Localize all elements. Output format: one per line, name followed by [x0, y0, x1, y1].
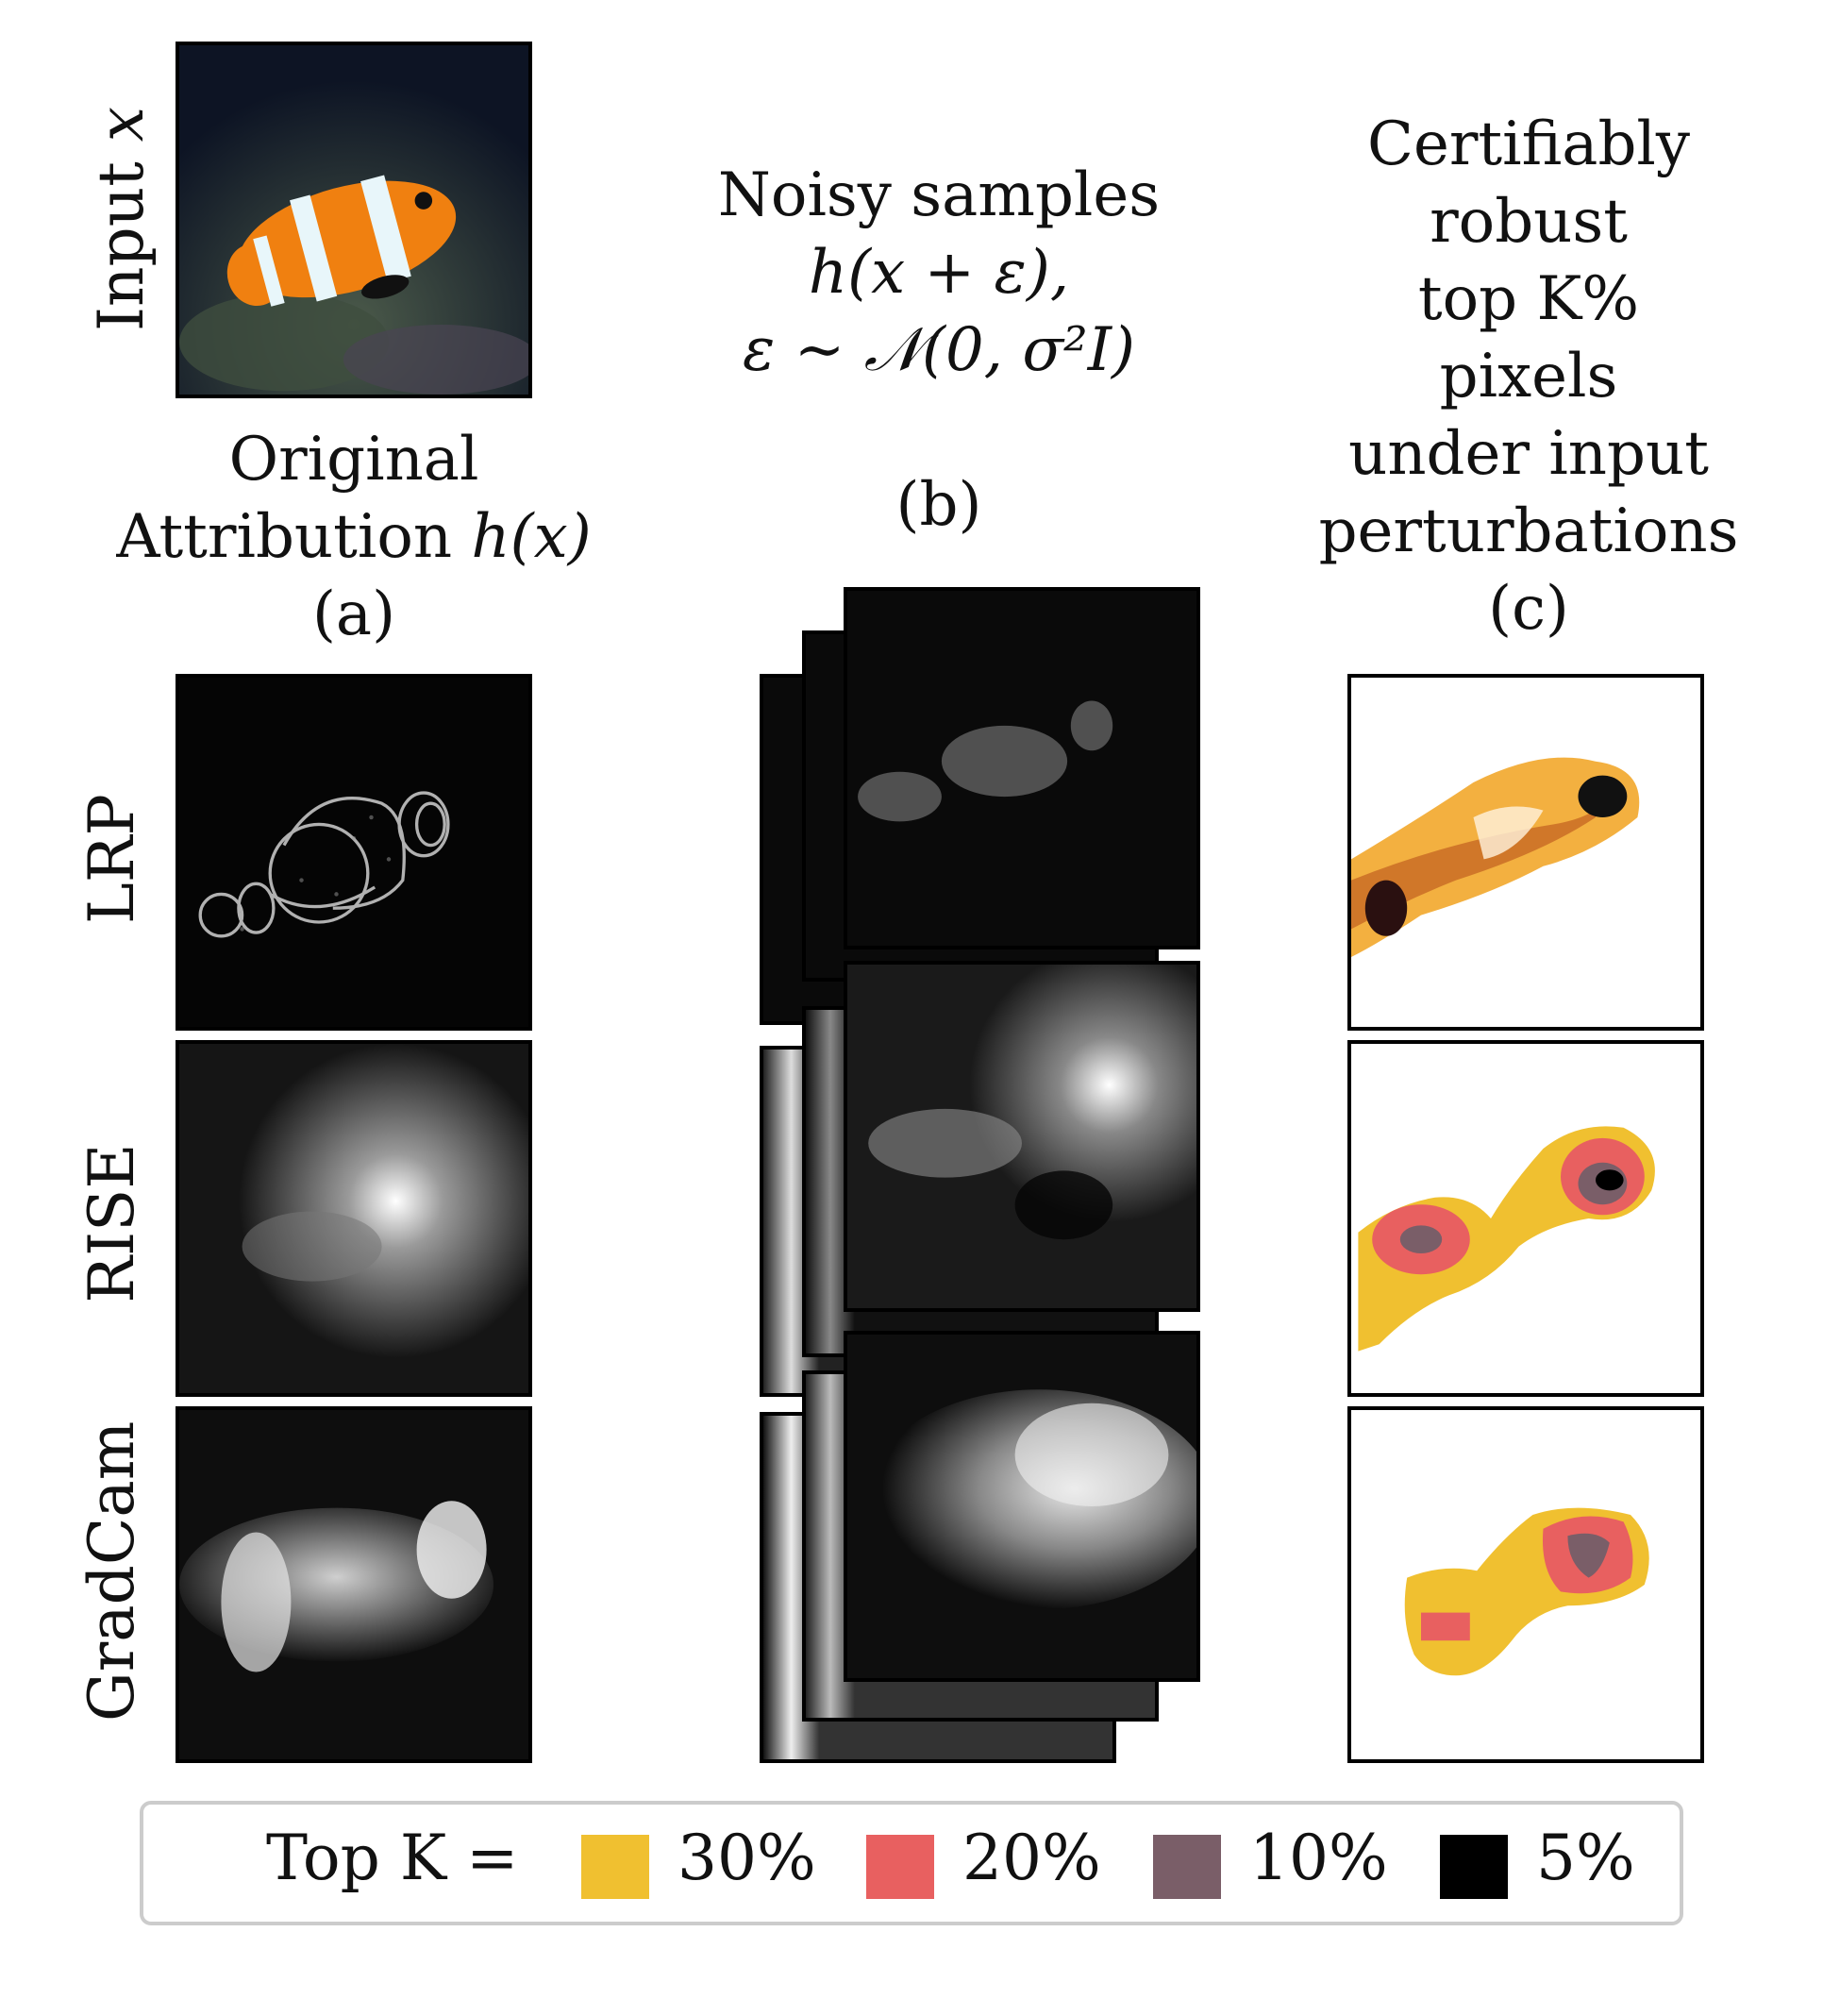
col-c-header: Certifiably robust top K% pixels under i… [1227, 106, 1823, 647]
row-label-lrp: LRP [75, 794, 148, 924]
legend-label-10: 10% [1249, 1822, 1388, 1894]
col-a-line2: Attribution [116, 502, 453, 572]
legend-swatch-5 [1440, 1835, 1508, 1899]
col-a-tag: (a) [311, 580, 396, 649]
legend: Top K = 30% 20% 10% 5% [140, 1801, 1683, 1925]
col-b-tag: (b) [895, 470, 982, 540]
gradcam-attribution [176, 1406, 532, 1763]
legend-label-20: 20% [962, 1822, 1101, 1894]
col-b-line1: Noisy samples [717, 160, 1161, 230]
legend-swatch-10 [1153, 1835, 1221, 1899]
lrp-certified-topk [1347, 674, 1704, 1031]
legend-label-5: 5% [1536, 1822, 1635, 1894]
col-c-line5: under input [1348, 419, 1709, 489]
col-c-tag: (c) [1488, 574, 1569, 644]
rise-noisy-sample-1 [844, 961, 1200, 1312]
col-c-line3: top K% [1417, 264, 1640, 334]
col-b-header: Noisy samples h(x + ε), ε ∼ 𝒩(0, σ²I) (b… [651, 157, 1227, 544]
col-b-line3: ε ∼ 𝒩(0, σ²I) [743, 315, 1135, 385]
gradcam-noisy-sample-1 [844, 1331, 1200, 1682]
col-a-header: Original Attribution h(x) (a) [66, 421, 642, 653]
legend-swatch-20 [866, 1835, 934, 1899]
gradcam-certified-topk [1347, 1406, 1704, 1763]
input-label: Input x [85, 106, 158, 332]
rise-certified-topk [1347, 1040, 1704, 1397]
col-a-line1: Original [228, 425, 479, 495]
col-c-line6: perturbations [1318, 496, 1739, 566]
col-a-func: h(x) [471, 502, 592, 572]
legend-swatch-30 [581, 1835, 649, 1899]
row-label-gradcam: GradCam [75, 1420, 148, 1722]
input-image [176, 42, 532, 398]
legend-prefix: Top K = [266, 1822, 519, 1894]
lrp-noisy-sample-1 [844, 587, 1200, 949]
rise-attribution [176, 1040, 532, 1397]
col-c-line1: Certifiably [1366, 109, 1691, 179]
row-label-rise: RISE [75, 1143, 148, 1303]
col-c-line4: pixels [1439, 342, 1618, 412]
lrp-attribution [176, 674, 532, 1031]
col-b-line2: h(x + ε), [808, 238, 1070, 308]
legend-label-30: 30% [677, 1822, 816, 1894]
col-c-line2: robust [1430, 187, 1628, 257]
